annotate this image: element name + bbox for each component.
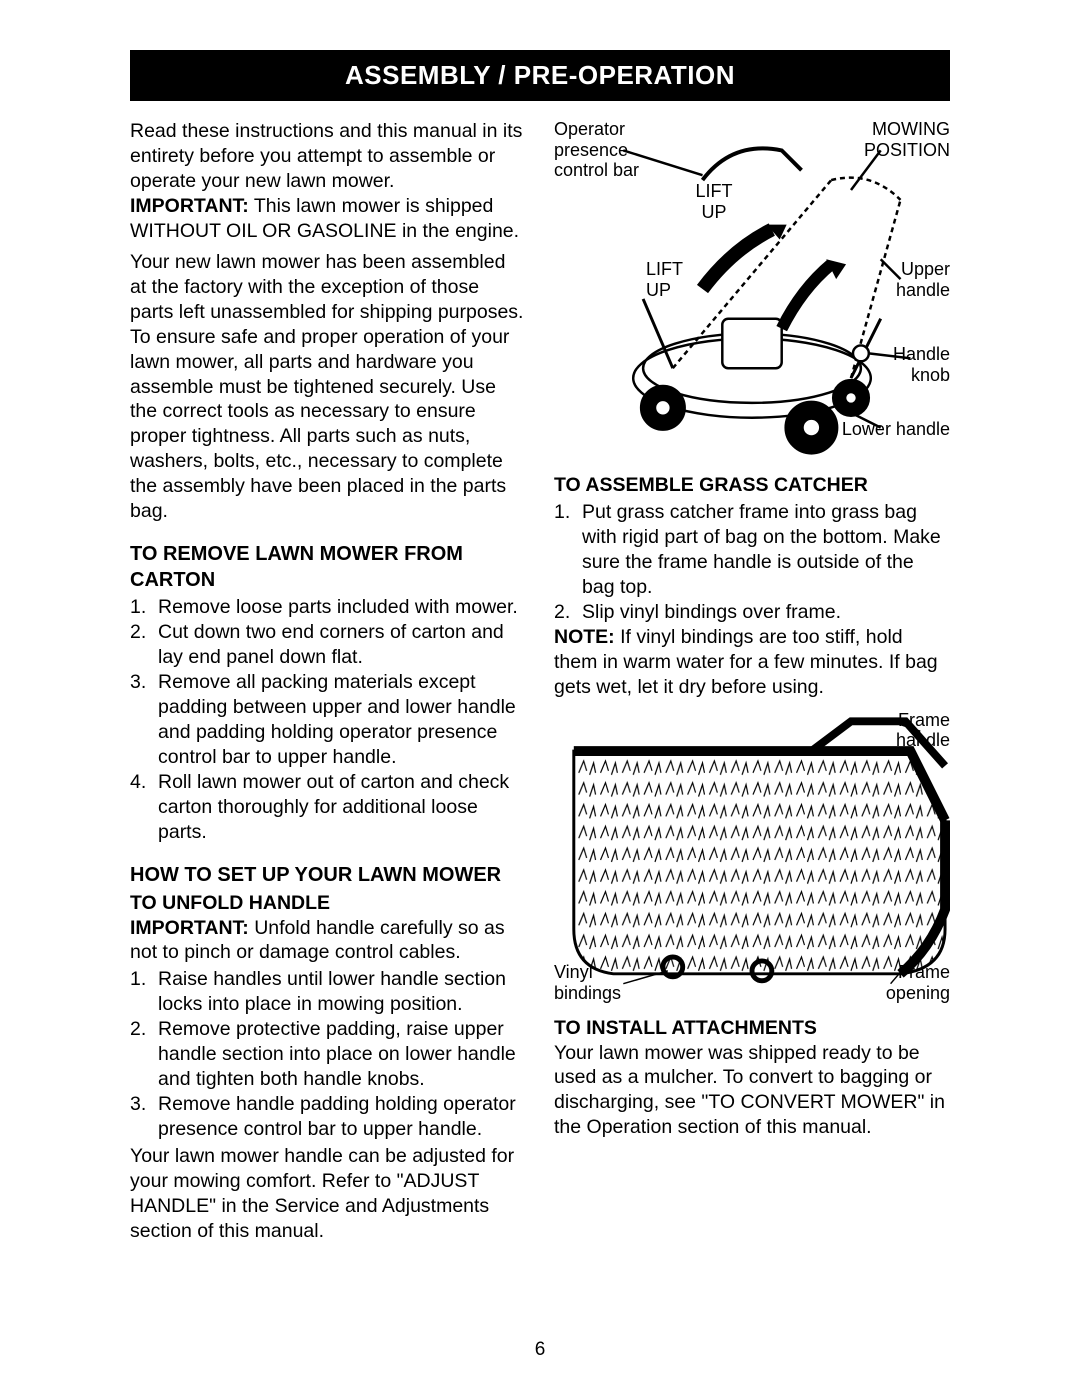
important-oil: IMPORTANT: This lawn mower is shipped WI…: [130, 194, 526, 244]
note-label: NOTE:: [554, 626, 615, 648]
heading-grass-catcher: TO ASSEMBLE GRASS CATCHER: [554, 473, 950, 498]
label-handle-knob: Handle knob: [885, 344, 950, 385]
label-frame-opening: Frame opening: [875, 962, 950, 1003]
subheading-unfold: TO UNFOLD HANDLE: [130, 891, 526, 916]
note-vinyl: NOTE: If vinyl bindings are too stiff, h…: [554, 625, 950, 700]
label-mowing-position: MOWING POSITION: [855, 119, 950, 160]
label-operator-bar: Operator presence control bar: [554, 119, 649, 181]
label-lift-up-2: LIFT UP: [646, 259, 696, 300]
list-item: Put grass catcher frame into grass bag w…: [554, 500, 950, 600]
intro-text: Read these instructions and this manual …: [130, 119, 526, 194]
important-label: IMPORTANT:: [130, 917, 249, 939]
attachments-text: Your lawn mower was shipped ready to be …: [554, 1041, 950, 1141]
mower-handle-diagram: Operator presence control bar MOWING POS…: [554, 119, 950, 459]
label-upper-handle: Upper handle: [885, 259, 950, 300]
list-item: Remove handle padding holding operator p…: [130, 1092, 526, 1142]
left-column: Read these instructions and this manual …: [130, 119, 526, 1244]
label-lift-up-1: LIFT UP: [689, 181, 739, 222]
grass-bag-diagram: Frame handle Vinyl bindings Frame openin…: [554, 710, 950, 1000]
grass-steps-list: Put grass catcher frame into grass bag w…: [554, 500, 950, 625]
list-item: Remove all packing materials except padd…: [130, 670, 526, 770]
factory-paragraph: Your new lawn mower has been assembled a…: [130, 250, 526, 524]
adjust-handle-note: Your lawn mower handle can be adjusted f…: [130, 1144, 526, 1244]
label-frame-handle: Frame handle: [885, 710, 950, 751]
right-column: Operator presence control bar MOWING POS…: [554, 119, 950, 1244]
list-item: Raise handles until lower handle section…: [130, 967, 526, 1017]
label-vinyl-bindings: Vinyl bindings: [554, 962, 634, 1003]
important-label: IMPORTANT:: [130, 195, 249, 217]
important-unfold: IMPORTANT: Unfold handle carefully so as…: [130, 916, 526, 966]
two-column-layout: Read these instructions and this manual …: [130, 119, 950, 1244]
list-item: Slip vinyl bindings over frame.: [554, 600, 950, 625]
heading-remove-carton: TO REMOVE LAWN MOWER FROM CARTON: [130, 542, 526, 593]
list-item: Cut down two end corners of carton and l…: [130, 620, 526, 670]
label-lower-handle: Lower handle: [842, 419, 950, 440]
list-item: Remove protective padding, raise upper h…: [130, 1017, 526, 1092]
list-item: Roll lawn mower out of carton and check …: [130, 770, 526, 845]
heading-install-attachments: TO INSTALL ATTACHMENTS: [554, 1016, 950, 1041]
heading-setup: HOW TO SET UP YOUR LAWN MOWER: [130, 863, 526, 889]
remove-steps-list: Remove loose parts included with mower. …: [130, 595, 526, 845]
header-bar: ASSEMBLY / PRE-OPERATION: [130, 50, 950, 101]
unfold-steps-list: Raise handles until lower handle section…: [130, 967, 526, 1142]
page-number: 6: [0, 1339, 1080, 1361]
list-item: Remove loose parts included with mower.: [130, 595, 526, 620]
